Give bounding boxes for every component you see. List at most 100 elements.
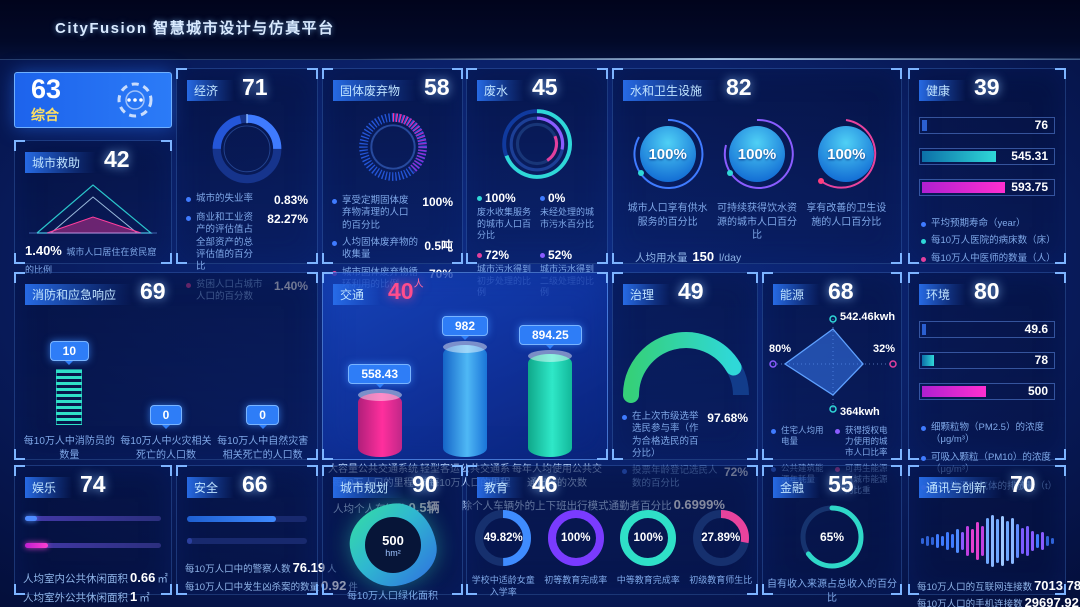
panel-score: 74: [80, 471, 106, 497]
panel-finance[interactable]: 金融 55 65% 自有收入来源占总收入的百分比: [762, 465, 902, 604]
fire-item: 0: [118, 405, 214, 429]
kv: 人均室外公共休闲面积 1 ㎡: [23, 589, 150, 604]
panel-health[interactable]: 健康 39 76 545.31 593.75 平均预期寿命（year） 每10万…: [908, 68, 1066, 264]
stat-row: 在上次市级选举选民参与率（作为合格选民的百分比） 97.68%: [622, 411, 748, 460]
slider[interactable]: [25, 516, 161, 521]
fire-item: 0: [215, 405, 311, 429]
waveform-bar: [925, 536, 929, 546]
panel-score: 82: [726, 74, 752, 100]
waveform-bar: [920, 538, 924, 544]
radar-svg: [769, 315, 897, 413]
panel-title: 城市救助: [25, 152, 97, 173]
waveform-bar: [945, 532, 949, 550]
waveform-bar: [990, 515, 994, 567]
legend-row: 每10万人医院的病床数（床）: [921, 235, 1056, 247]
panel-energy[interactable]: 能源 68 542.46kwh 80% 32% 364kwh 住宅人均用电量 获…: [762, 272, 902, 495]
panel-score: 55: [828, 471, 854, 497]
donut-ring-chart: [692, 510, 749, 566]
panel-title: 城市规划: [333, 477, 405, 498]
panel-urban-planning[interactable]: 城市规划 90 500 hm² 每10万人口绿化面积: [322, 465, 463, 602]
stat-row: 人均固体废弃物的收集量 0.5吨: [332, 237, 453, 262]
waveform-bar: [960, 532, 964, 550]
liquid-gauge-chart: [723, 118, 794, 189]
panel-traffic[interactable]: 交通 40人 558.43 982 894.25 大容量公共交通系统每10万人口…: [322, 272, 725, 515]
value-tag: 894.25: [518, 325, 582, 349]
panel-score: 58: [424, 74, 450, 100]
panel-score: 71: [242, 74, 268, 100]
composite-score: 63: [31, 73, 62, 104]
value-tag: 982: [441, 316, 488, 340]
waveform-bar: [1045, 536, 1049, 546]
axis-label-left: 80%: [769, 343, 792, 355]
waveform-bar: [950, 534, 954, 548]
waveform-bar: [1030, 531, 1034, 551]
panel-title: 健康: [919, 80, 967, 101]
panel-wastewater[interactable]: 废水 45 100% 废水收集服务的城市人口百分比 0% 未经处理的城市污水百分…: [466, 68, 608, 297]
wastewater-rings-chart: [502, 109, 572, 179]
app-title: CityFusion 智慧城市设计与仿真平台: [55, 20, 335, 37]
traffic-item: 982: [422, 316, 507, 457]
bullet-icon: [921, 256, 926, 262]
kv: 每10万人口中发生凶杀案的数量0.92件: [185, 578, 358, 593]
panel-score: 46: [532, 471, 558, 497]
panel-city-rescue[interactable]: 城市救助 42 1.40% 城市人口居住在贫民窟的比例: [14, 140, 172, 275]
health-legend: 平均预期寿命（year） 每10万人医院的病床数（床） 每10万人中医师的数量（…: [909, 210, 1065, 265]
panel-solid-waste[interactable]: 固体废弃物 58 享受定期固体废弃物清理的人口的百分比 100% 人均固体废弃物…: [322, 68, 463, 290]
waveform-bar: [1015, 524, 1019, 558]
panel-economy[interactable]: 经济 71 城市的失业率 0.83% 商业和工业资产的评估值占全部资产的总评估值…: [176, 68, 318, 302]
environment-bars: 49.6 78 500: [909, 307, 1065, 400]
donut-ring-chart: [620, 510, 677, 566]
stat-row: 城市的失业率 0.83%: [186, 193, 308, 207]
bullet-icon: [332, 199, 337, 204]
panel-title: 通讯与创新: [919, 477, 1003, 498]
panel-fire-emergency[interactable]: 消防和应急响应 69 10 0 0 每10万人中消防员的数量 每10万人中火灾相…: [14, 272, 318, 461]
economy-donut-chart: [212, 114, 282, 184]
traffic-item: 894.25: [508, 325, 593, 457]
energy-radar-chart: 542.46kwh 80% 32% 364kwh: [763, 307, 901, 419]
stat-row: 享受定期固体废弃物清理的人口的百分比 100%: [332, 195, 453, 232]
panel-title: 水和卫生设施: [623, 80, 719, 101]
panel-education[interactable]: 教育 46 49.82% 学校中适龄女童入学率: [466, 465, 758, 598]
value-tag: 558.43: [348, 364, 412, 388]
traffic-item: 558.43: [337, 364, 422, 457]
waveform-bar: [1000, 516, 1004, 566]
bullet-icon: [332, 241, 337, 247]
axis-label-bottom: 364kwh: [840, 406, 880, 418]
panel-water-sanitation[interactable]: 水和卫生设施 82 100% 城市人口享有供水服务的百分比: [612, 68, 902, 264]
bar: 76: [919, 117, 1055, 134]
composite-label: 综合: [31, 106, 59, 123]
composite-score-card[interactable]: 63 综合: [14, 72, 172, 128]
traffic-chart: 558.43 982 894.25: [323, 307, 607, 457]
panel-title: 能源: [773, 284, 821, 305]
ring-item: 27.89% 初级教育师生比: [688, 508, 754, 598]
donut-ring-chart: [475, 510, 532, 566]
cylinder-bar: [528, 350, 573, 457]
health-bars: 76 545.31 593.75: [909, 103, 1065, 196]
panel-recreation[interactable]: 娱乐 74 人均室内公共休闲面积 0.66 ㎡ 人均室外公共休闲面积 1 ㎡: [14, 465, 172, 604]
panel-score: 45: [532, 74, 558, 100]
waveform-bar: [970, 529, 974, 553]
planning-caption: 每10万人口绿化面积: [346, 591, 439, 602]
panel-governance[interactable]: 治理 49 在上次市级选举选民参与率（作为合格选民的百分比） 97.68% 投票…: [612, 272, 758, 489]
legend-row: 细颗粒物（PM2.5）的浓度（μg/m³）: [921, 422, 1055, 447]
panel-title: 废水: [477, 80, 525, 101]
rescue-label: 城市人口居住在贫民窟的比例: [25, 247, 157, 275]
liquid-gauge: 100% 享有改善的卫生设施的人口百分比: [802, 115, 890, 243]
legend-row: 获得授权电力使用的城市人口比率: [835, 425, 893, 458]
slider[interactable]: [25, 543, 161, 548]
waveform-bar: [1025, 526, 1029, 556]
bar: [187, 538, 307, 544]
panel-score: 66: [242, 471, 268, 497]
blob-center: 500 hm²: [364, 517, 421, 573]
waveform-bar: [1050, 538, 1054, 544]
cylinder-bar: [442, 341, 487, 457]
legend-row: 每10万人中医师的数量（人）: [921, 253, 1056, 265]
panel-environment[interactable]: 环境 80 49.6 78 500 细颗粒物（PM2.5）的浓度（μg/m³） …: [908, 272, 1066, 492]
fire-captions: 每10万人中消防员的数量 每10万人中火灾相关死亡的人口数 每10万人中自然灾害…: [23, 436, 309, 461]
water-gauges: 100% 城市人口享有供水服务的百分比 100% 可持续获得饮水资源的城市人口百…: [613, 103, 901, 243]
panel-title: 经济: [187, 80, 235, 101]
